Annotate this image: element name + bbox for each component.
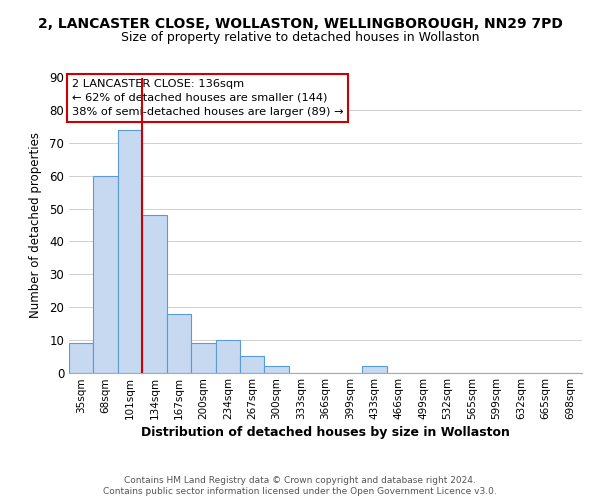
Bar [215,340,240,372]
Bar [69,343,94,372]
Bar [191,343,215,372]
Text: Contains public sector information licensed under the Open Government Licence v3: Contains public sector information licen… [103,487,497,496]
Bar [240,356,265,372]
Bar [118,130,142,372]
Bar [362,366,386,372]
Text: Size of property relative to detached houses in Wollaston: Size of property relative to detached ho… [121,31,479,44]
Bar [167,314,191,372]
Y-axis label: Number of detached properties: Number of detached properties [29,132,43,318]
Text: Contains HM Land Registry data © Crown copyright and database right 2024.: Contains HM Land Registry data © Crown c… [124,476,476,485]
Text: 2 LANCASTER CLOSE: 136sqm
← 62% of detached houses are smaller (144)
38% of semi: 2 LANCASTER CLOSE: 136sqm ← 62% of detac… [71,79,343,117]
Text: 2, LANCASTER CLOSE, WOLLASTON, WELLINGBOROUGH, NN29 7PD: 2, LANCASTER CLOSE, WOLLASTON, WELLINGBO… [38,18,562,32]
X-axis label: Distribution of detached houses by size in Wollaston: Distribution of detached houses by size … [141,426,510,440]
Bar [142,215,167,372]
Bar [94,176,118,372]
Bar [265,366,289,372]
